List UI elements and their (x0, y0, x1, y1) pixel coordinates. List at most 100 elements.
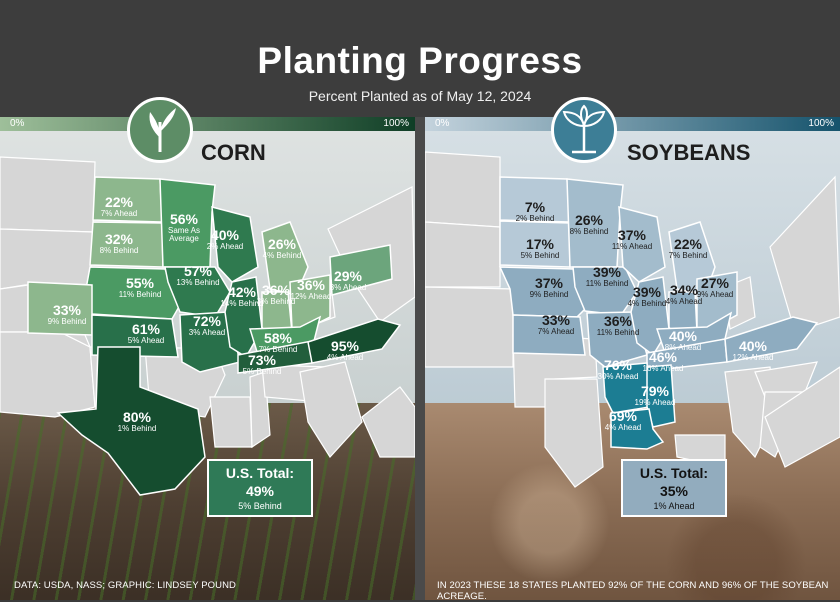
state-change: 11% Behind (118, 289, 162, 299)
corn-scale-bar: 0% 100% (0, 117, 415, 131)
corn-label-nc: 95% 4% Ahead (327, 339, 363, 362)
corn-label-in: 36% 3% Behind (257, 283, 296, 306)
corn-label-mo: 72% 3% Ahead (189, 314, 225, 337)
corn-label-tn: 73% 5% Behind (243, 353, 282, 376)
state-percent: 73% (247, 352, 277, 368)
corn-label-ia: 57% 13% Behind (176, 264, 219, 287)
source-credit: DATA: USDA, NASS; GRAPHIC: LINDSEY POUND (14, 580, 237, 591)
corn-label-ky: 58% 7% Behind (259, 331, 298, 354)
page-subtitle: Percent Planted as of May 12, 2024 (308, 88, 532, 104)
state-change: 12% Ahead (290, 291, 332, 301)
corn-total-value: 49% (245, 483, 275, 499)
corn-title: CORN (201, 140, 266, 165)
state-change: 16% Ahead (642, 363, 684, 373)
soy-label-mi: 22% 7% Behind (669, 237, 708, 260)
state-percent: 61% (131, 321, 161, 337)
state-change: 4% Behind (627, 298, 667, 308)
state-change: 11% Behind (596, 327, 640, 337)
state-change: 3% Behind (256, 296, 296, 306)
state-percent: 55% (125, 275, 155, 291)
corn-label-oh: 36% 12% Ahead (291, 278, 332, 301)
panel-divider (415, 117, 425, 600)
state-percent: 37% (617, 227, 647, 243)
state-change: 4% Behind (262, 250, 302, 260)
soy-label-mn: 26% 8% Behind (570, 213, 609, 236)
soy-label-ar: 76% 30% Ahead (598, 358, 639, 381)
state-percent: 69% (608, 408, 638, 424)
state-change: 7% Ahead (537, 326, 575, 336)
state-change: 7% Behind (668, 250, 708, 260)
state-percent: 80% (122, 409, 152, 425)
state-change: 12% Ahead (732, 352, 774, 362)
soy-label-la: 69% 4% Ahead (605, 409, 641, 432)
state-LA (610, 408, 665, 450)
state-percent: 37% (534, 275, 564, 291)
state-MN (566, 178, 624, 268)
soy-label-il: 39% 4% Behind (628, 285, 667, 308)
state-percent: 17% (525, 236, 555, 252)
state-WI (618, 206, 666, 283)
soybeans-title: SOYBEANS (627, 140, 751, 165)
soy-label-ky: 40% 8% Ahead (665, 329, 701, 352)
corn-plant-icon (127, 97, 193, 163)
soy-label-mo: 36% 11% Behind (597, 314, 640, 337)
soy-label-sd: 17% 5% Behind (521, 237, 560, 260)
state-change: 7% Behind (258, 344, 298, 354)
state-change: 2% Behind (515, 213, 555, 223)
soy-label-nc: 40% 12% Ahead (733, 339, 774, 362)
state-NC (307, 318, 402, 364)
soy-label-oh: 27% 9% Ahead (697, 276, 733, 299)
state-percent: 36% (261, 282, 291, 298)
corn-map (0, 156, 415, 496)
state-percent: 33% (52, 302, 82, 318)
state-change: 9% Behind (529, 289, 569, 299)
state-change: 5% Behind (520, 250, 560, 260)
state-percent: 29% (333, 268, 363, 284)
soy-label-nd: 7% 2% Behind (516, 200, 555, 223)
state-PA (329, 244, 393, 296)
state-change: 3% Ahead (188, 327, 226, 337)
state-change: Same As Average (167, 225, 200, 244)
page-title: Planting Progress (257, 40, 583, 81)
corn-label-co: 33% 9% Behind (48, 303, 87, 326)
soybeans-us-total-box: U.S. Total: 35% 1% Ahead (621, 459, 727, 517)
corn-label-mi: 26% 4% Behind (263, 237, 302, 260)
corn-label-ne: 55% 11% Behind (119, 276, 162, 299)
corn-label-tx: 80% 1% Behind (118, 410, 157, 433)
state-percent: 79% (640, 383, 670, 399)
state-change: 8% Ahead (664, 342, 702, 352)
soy-label-ms: 79% 19% Ahead (635, 384, 676, 407)
state-KS (512, 314, 586, 356)
state-change: 19% Ahead (634, 397, 676, 407)
state-AR (602, 362, 650, 414)
state-percent: 36% (603, 313, 633, 329)
state-percent: 26% (574, 212, 604, 228)
header: Planting Progress Percent Planted as of … (0, 0, 840, 117)
state-percent: 39% (632, 284, 662, 300)
state-percent: 40% (210, 227, 240, 243)
corn-total-change: 5% Behind (238, 501, 282, 511)
state-change: 3% Ahead (329, 282, 367, 292)
state-TX (56, 346, 206, 496)
corn-label-wi: 40% 2% Ahead (207, 228, 243, 251)
state-change: 4% Ahead (604, 422, 642, 432)
soy-total-label: U.S. Total: (639, 465, 709, 481)
state-MS (646, 364, 676, 428)
state-percent: 95% (330, 338, 360, 354)
state-MN (159, 178, 216, 268)
soy-label-wi: 37% 11% Ahead (612, 228, 652, 251)
state-percent: 46% (648, 349, 678, 365)
state-MO (586, 311, 648, 368)
state-change: 8% Behind (99, 245, 139, 255)
corn-label-nd: 22% 7% Ahead (101, 195, 137, 218)
soy-label-tn: 46% 16% Ahead (643, 350, 684, 373)
state-change: 4% Ahead (326, 352, 364, 362)
soy-label-ia: 39% 11% Behind (586, 265, 629, 288)
footnote: IN 2023 THESE 18 STATES PLANTED 92% OF T… (437, 580, 829, 602)
state-change: 7% Ahead (100, 208, 138, 218)
state-percent: 22% (104, 194, 134, 210)
state-percent: 57% (183, 263, 213, 279)
corn-label-pa: 29% 3% Ahead (330, 269, 366, 292)
state-percent: 58% (263, 330, 293, 346)
corn-us-total-box: U.S. Total: 49% 5% Behind (207, 459, 313, 517)
